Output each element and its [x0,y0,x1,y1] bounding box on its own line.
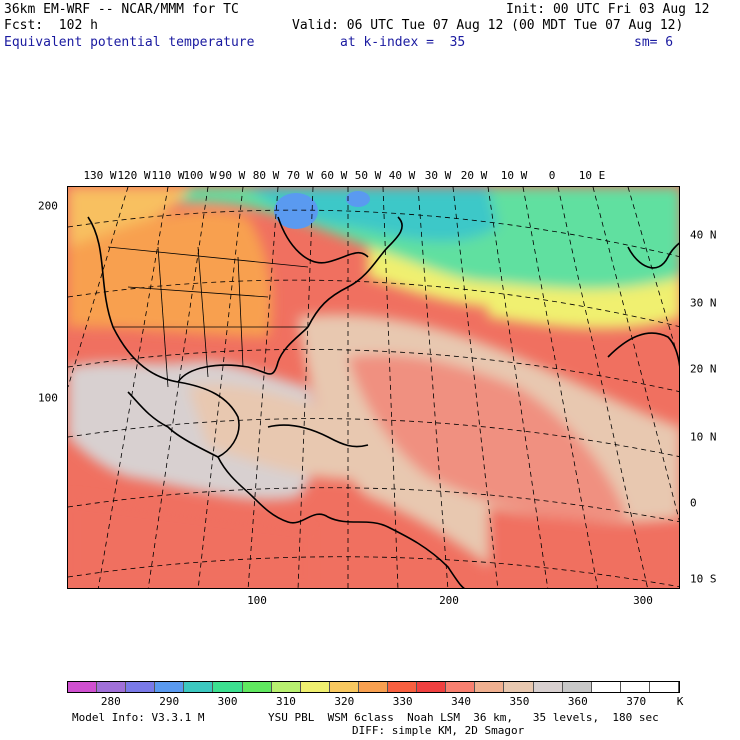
lon-label: 20 W [460,169,488,182]
colorbar-label: 300 [217,695,238,708]
lon-label: 90 W [218,169,246,182]
colorbar-swatch [649,682,679,692]
lat-label: 0 [690,496,697,510]
model-title: 36km EM-WRF -- NCAR/MMM for TC [4,2,239,17]
smoothing-label: sm= 6 [634,35,674,50]
cold-pool [274,193,318,229]
colorbar-swatch [475,682,505,692]
colorbar-swatch [300,682,330,692]
x-tick-100: 100 [247,594,267,607]
lon-label: 60 W [320,169,348,182]
colorbar-label: 320 [334,695,355,708]
colorbar-label: 350 [509,695,530,708]
graticule [68,187,679,588]
lat-label: 40 N [690,228,717,242]
colorbar-swatch [271,682,301,692]
lon-label: 130 W [83,169,117,182]
lon-label: 50 W [354,169,382,182]
x-tick-200: 200 [439,594,459,607]
colorbar-label: 330 [392,695,413,708]
lon-label: 30 W [424,169,452,182]
colorbar-swatch [562,682,592,692]
forecast-hour: Fcst: 102 h [4,18,98,33]
theta-e-map [67,186,680,589]
colorbar-swatch [329,682,359,692]
colorbar-swatch [213,682,243,692]
lat-label: 10 S [690,572,717,586]
lon-label: 10 E [578,169,606,182]
lon-label: 10 W [500,169,528,182]
colorbar [67,681,680,693]
colorbar-swatch [97,682,127,692]
lon-label: 40 W [388,169,416,182]
colorbar-swatch [446,682,476,692]
colorbar-swatch [388,682,418,692]
colorbar-label: 360 [567,695,588,708]
diffusion-info: DIFF: simple KM, 2D Smagor [352,724,525,737]
init-time: Init: 00 UTC Fri 03 Aug 12 [506,2,710,17]
lon-label: 100 W [183,169,217,182]
colorbar-unit: K [676,695,684,708]
colorbar-label: 340 [451,695,471,708]
model-info: Model Info: V3.3.1 M [72,711,205,724]
colorbar-swatch [68,682,98,692]
colorbar-swatch [417,682,447,692]
colorbar-swatch [155,682,185,692]
lat-label: 20 N [690,362,717,376]
colorbar-label: 280 [100,695,121,708]
lat-label: 10 N [690,430,717,444]
lon-label: 80 W [252,169,280,182]
lon-label: 120 W [117,169,151,182]
lat-label: 30 N [690,296,717,310]
coastlines [87,216,679,588]
colorbar-swatch [620,682,650,692]
colorbar-swatch [591,682,621,692]
colorbar-swatch [358,682,389,692]
borders [107,246,309,388]
level-label: at k-index = 35 [340,35,466,50]
colorbar-swatch [242,682,272,692]
map-svg [68,187,679,588]
lon-label: 110 W [151,169,185,182]
field-name: Equivalent potential temperature [4,35,255,50]
colorbar-swatch [504,682,534,692]
colorbar-swatch [533,682,563,692]
lon-label: 70 W [286,169,314,182]
physics-info: YSU PBL WSM 6class Noah LSM 36 km, 35 le… [268,711,659,724]
colorbar-label: 290 [159,695,180,708]
colorbar-label: 370 [626,695,647,708]
colorbar-swatch [184,682,214,692]
x-tick-300: 300 [633,594,653,607]
colorbar-label: 310 [275,695,296,708]
lon-label: 0 [548,169,556,182]
y-tick-200: 200 [38,199,58,213]
valid-time: Valid: 06 UTC Tue 07 Aug 12 (00 MDT Tue … [292,18,684,33]
y-tick-100: 100 [38,391,58,405]
colorbar-swatch [126,682,156,692]
cold-pool-2 [346,191,370,207]
